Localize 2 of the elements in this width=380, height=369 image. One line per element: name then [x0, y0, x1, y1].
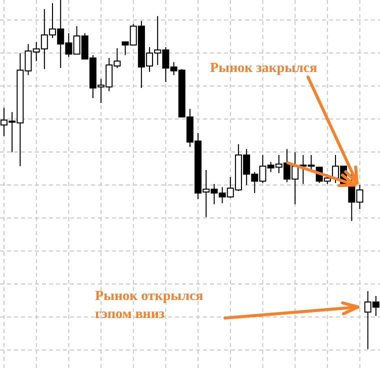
annotation: Рынок закрылся	[210, 60, 318, 78]
annotation: Рынок открылся гэпом вниз	[95, 288, 204, 324]
